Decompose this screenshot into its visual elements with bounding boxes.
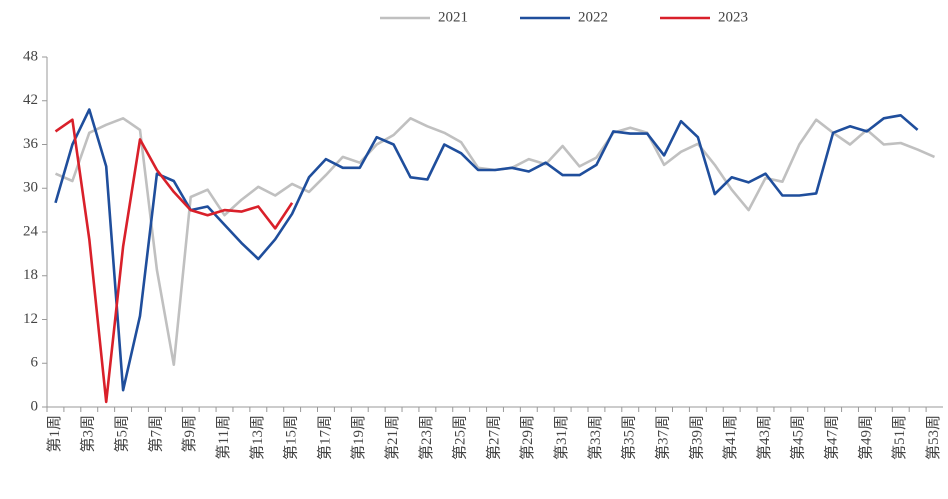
series-line [54, 118, 294, 404]
x-tick-label: 第19周 [349, 415, 367, 460]
x-tick-label: 第7周 [146, 415, 164, 453]
x-tick-label: 第1周 [45, 415, 63, 453]
x-tick-label: 第43周 [755, 415, 773, 460]
x-tick-label: 第33周 [586, 415, 604, 460]
x-tick-label: 第35周 [620, 415, 638, 460]
x-tick-label: 第3周 [79, 415, 97, 453]
series-line [54, 117, 936, 366]
x-tick-label: 第21周 [383, 415, 401, 460]
x-tick-label: 第39周 [687, 415, 705, 460]
x-tick-label: 第15周 [282, 415, 300, 460]
y-tick-label: 12 [23, 311, 38, 327]
x-tick-label: 第25周 [451, 415, 469, 460]
x-tick-label: 第41周 [721, 415, 739, 460]
x-tick-label: 第17周 [315, 415, 333, 460]
legend-label: 2021 [438, 9, 468, 25]
x-tick-label: 第23周 [417, 415, 435, 460]
x-tick-label: 第49周 [856, 415, 874, 460]
y-tick-label: 0 [31, 398, 39, 414]
x-tick-label: 第53周 [924, 415, 942, 460]
series-line [54, 108, 919, 392]
x-tick-label: 第5周 [113, 415, 131, 453]
y-tick-label: 24 [23, 223, 39, 239]
y-tick-label: 6 [31, 355, 39, 371]
legend-label: 2023 [718, 9, 748, 25]
x-tick-label: 第9周 [180, 415, 198, 453]
y-tick-label: 30 [23, 180, 38, 196]
x-tick-label: 第51周 [890, 415, 908, 460]
y-tick-label: 36 [23, 136, 39, 152]
x-tick-label: 第13周 [248, 415, 266, 460]
y-tick-label: 48 [23, 48, 38, 64]
legend-label: 2022 [578, 9, 608, 25]
x-tick-label: 第11周 [214, 415, 232, 459]
x-tick-label: 第45周 [789, 415, 807, 460]
y-tick-label: 18 [23, 267, 38, 283]
x-tick-label: 第47周 [823, 415, 841, 460]
x-tick-label: 第29周 [518, 415, 536, 460]
x-tick-label: 第37周 [653, 415, 671, 460]
x-tick-label: 第27周 [484, 415, 502, 460]
x-tick-label: 第31周 [552, 415, 570, 460]
y-tick-label: 42 [23, 92, 38, 108]
